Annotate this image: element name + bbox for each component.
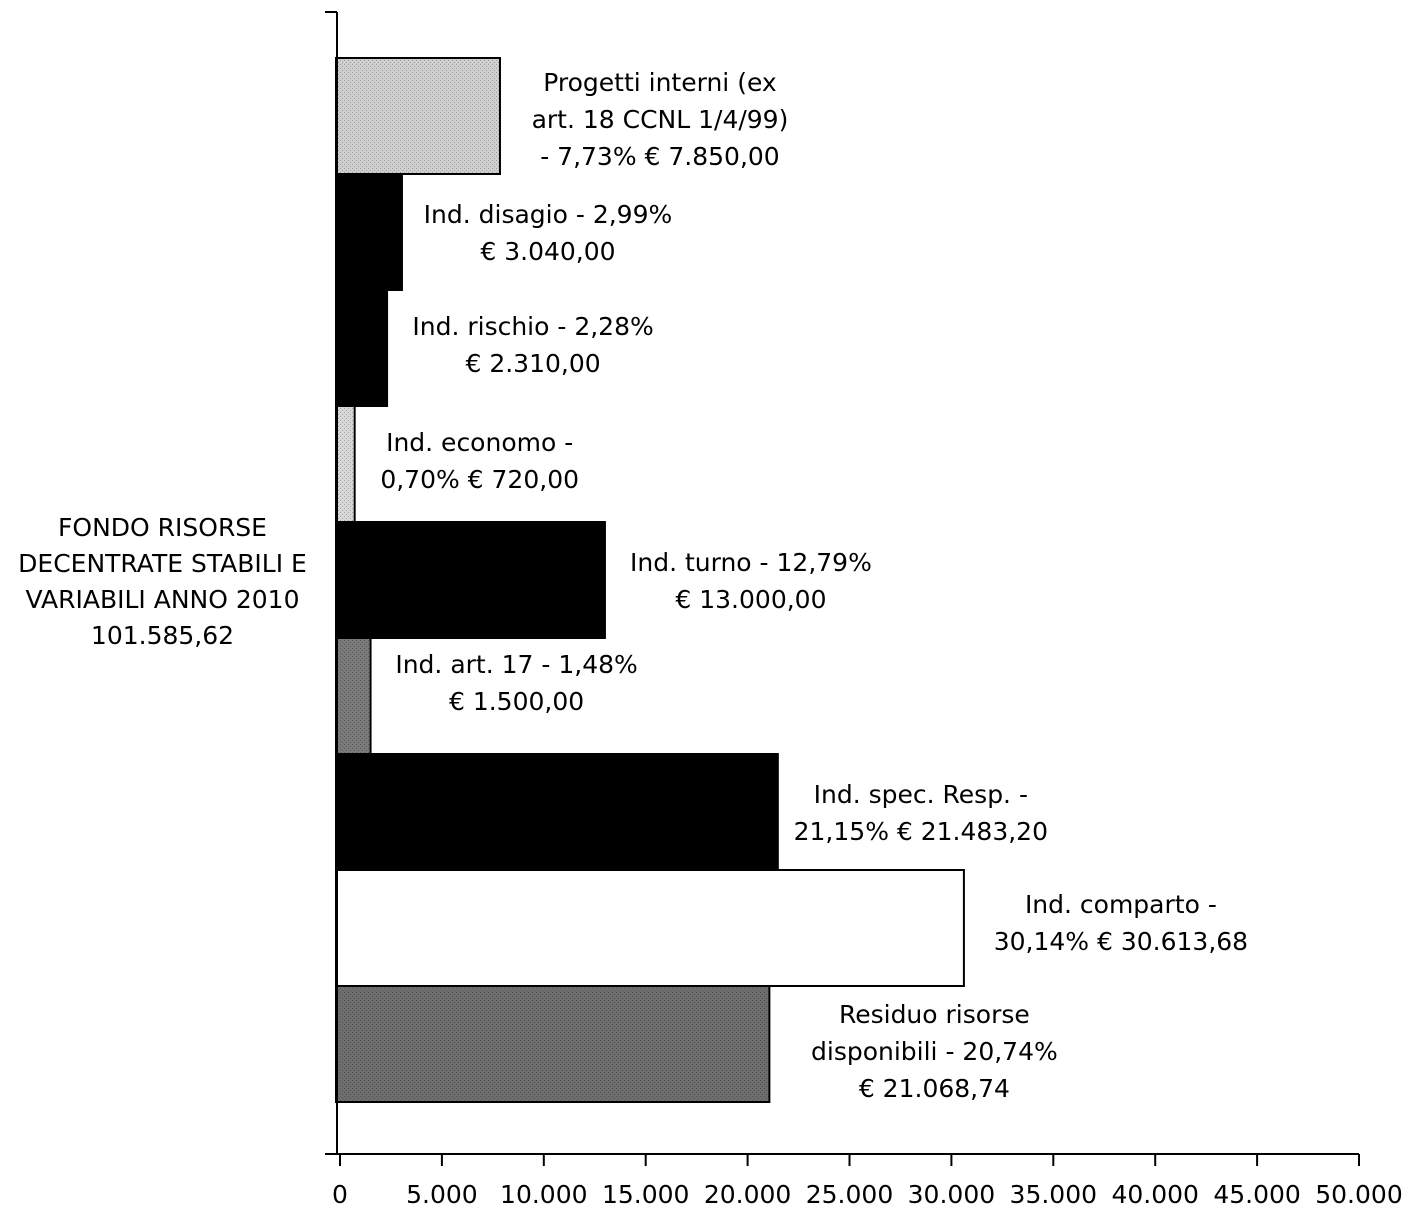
x-tick-label-10: 50.000	[1315, 1180, 1402, 1209]
bar-label-7: Ind. spec. Resp. - 21,15% € 21.483,20	[793, 780, 1048, 846]
x-tick-label-5: 25.000	[806, 1180, 893, 1209]
bar-label-4: Ind. economo - 0,70% € 720,00	[380, 428, 580, 494]
bar-label-2: Ind. disagio - 2,99% € 3.040,00	[423, 200, 673, 266]
x-tick-label-3: 15.000	[602, 1180, 689, 1209]
bar-8	[335, 869, 965, 987]
bar-label-6: Ind. art. 17 - 1,48% € 1.500,00	[395, 650, 638, 716]
bar-label-1: Progetti interni (ex art. 18 CCNL 1/4/99…	[531, 68, 789, 171]
bar-label-9: Residuo risorse disponibili - 20,74% € 2…	[811, 1000, 1058, 1103]
bar-7	[335, 753, 779, 871]
bar-texture-1	[336, 58, 500, 174]
bar-5	[335, 521, 606, 639]
bar-label-3: Ind. rischio - 2,28% € 2.310,00	[412, 312, 654, 378]
bar-label-5: Ind. turno - 12,79% € 13.000,00	[630, 548, 872, 614]
x-tick-label-6: 30.000	[908, 1180, 995, 1209]
bar-texture-9	[336, 986, 770, 1102]
x-tick-label-4: 20.000	[704, 1180, 791, 1209]
x-tick-label-9: 45.000	[1213, 1180, 1300, 1209]
x-tick-label-7: 35.000	[1010, 1180, 1097, 1209]
category-label: FONDO RISORSE DECENTRATE STABILI E VARIA…	[18, 513, 307, 650]
bar-2	[335, 173, 403, 291]
x-tick-label-8: 40.000	[1111, 1180, 1198, 1209]
bar-label-8: Ind. comparto - 30,14% € 30.613,68	[993, 890, 1249, 956]
bar-3	[335, 289, 389, 407]
x-tick-label-0: 0	[332, 1180, 348, 1209]
bar-texture-4	[336, 406, 355, 522]
x-tick-label-1: 5.000	[406, 1180, 478, 1209]
x-tick-label-2: 10.000	[500, 1180, 587, 1209]
bar-texture-6	[336, 638, 371, 754]
